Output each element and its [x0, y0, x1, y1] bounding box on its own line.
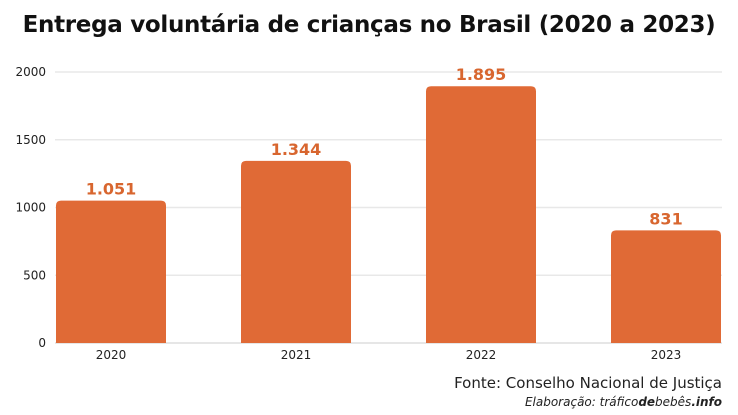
y-tick-label: 1000	[15, 201, 46, 215]
bar-2020	[56, 200, 166, 343]
credit-bold-info: .info	[691, 395, 722, 409]
x-tick-label: 2021	[281, 348, 312, 362]
bar-2023	[611, 230, 721, 343]
bar-2022	[426, 86, 536, 343]
data-label: 1.895	[456, 65, 507, 84]
credit-bold-de: de	[638, 395, 656, 409]
y-tick-label: 1500	[15, 133, 46, 147]
credit-note: Elaboração: tráficodebebês.info	[525, 395, 722, 409]
source-note: Fonte: Conselho Nacional de Justiça	[454, 374, 722, 392]
data-label: 1.051	[86, 180, 137, 199]
data-label: 1.344	[271, 140, 322, 159]
x-tick-label: 2022	[466, 348, 497, 362]
y-tick-label: 500	[23, 268, 46, 282]
y-tick-label: 2000	[15, 65, 46, 79]
x-tick-label: 2020	[96, 348, 127, 362]
credit-prefix: Elaboração: tráfico	[524, 395, 639, 409]
y-tick-label: 0	[38, 336, 46, 350]
data-label: 831	[649, 209, 682, 228]
bar-2021	[241, 160, 351, 343]
x-tick-label: 2023	[651, 348, 682, 362]
chart-title: Entrega voluntária de crianças no Brasil…	[22, 12, 716, 38]
credit-mid: bebês	[655, 395, 692, 409]
